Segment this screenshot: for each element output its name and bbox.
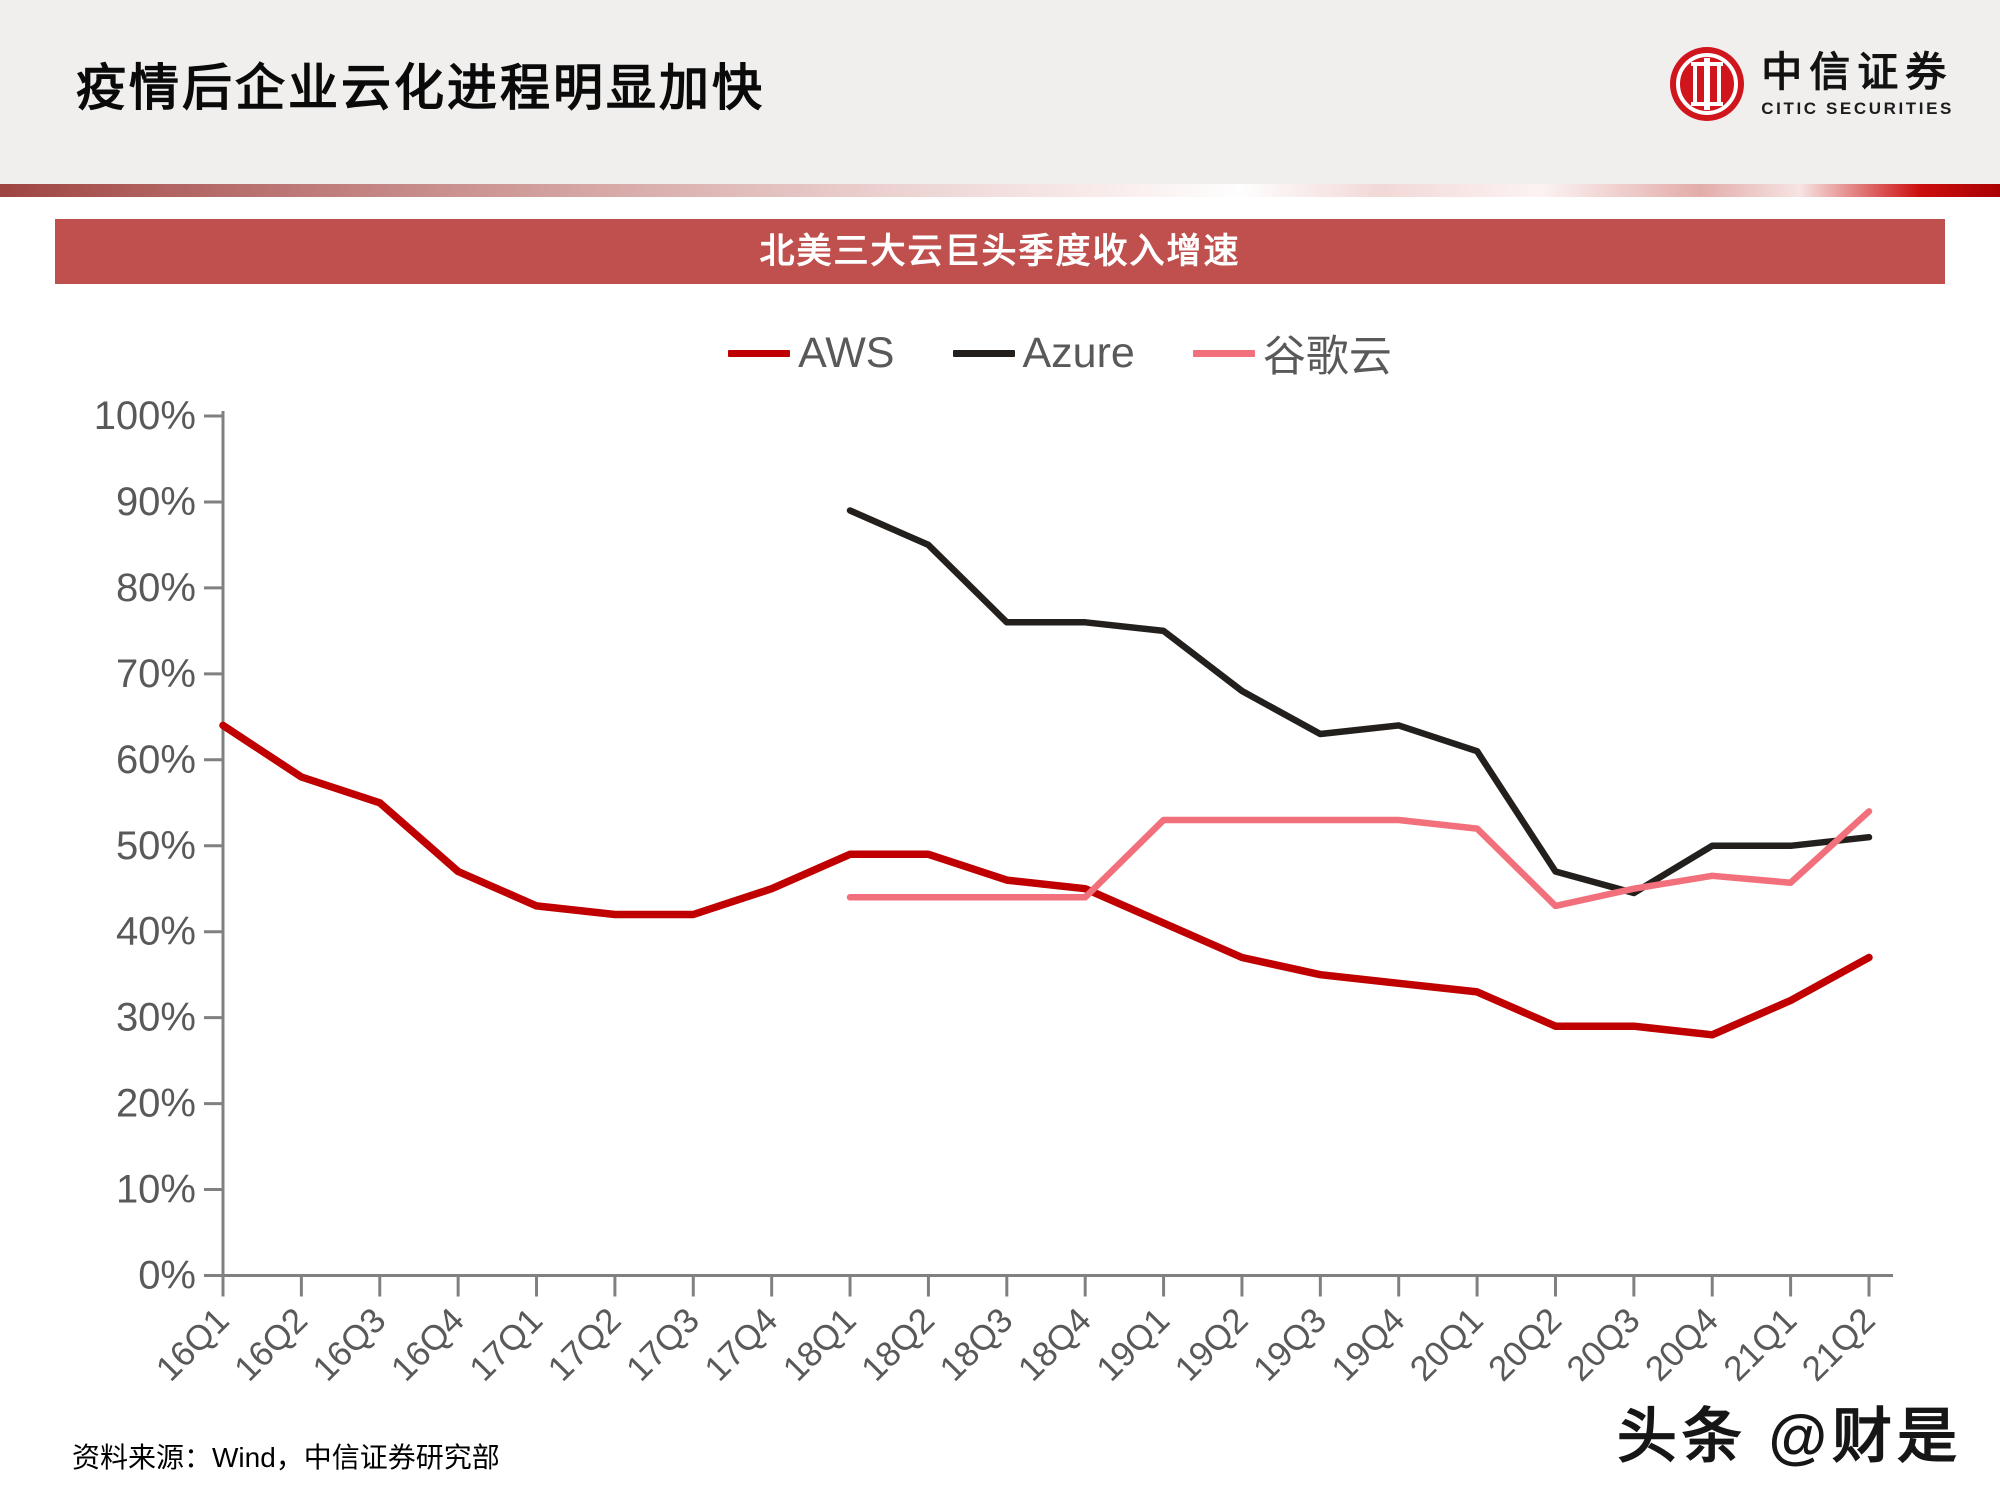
x-axis-label: 19Q2 <box>1167 1301 1255 1389</box>
y-axis-label: 80% <box>116 566 196 610</box>
x-axis-label: 17Q3 <box>619 1301 707 1389</box>
series-line-Azure <box>846 507 1873 897</box>
x-axis-label: 21Q1 <box>1716 1301 1804 1389</box>
x-axis-label: 17Q4 <box>697 1301 785 1389</box>
y-axis-label: 90% <box>116 480 196 524</box>
x-axis-label: 16Q2 <box>227 1301 315 1389</box>
x-axis-label: 18Q4 <box>1011 1301 1099 1389</box>
y-axis-label: 0% <box>138 1254 196 1298</box>
legend-line-swatch <box>1192 349 1255 357</box>
citic-emblem-icon <box>1670 47 1745 121</box>
x-axis-label: 21Q2 <box>1795 1301 1883 1389</box>
x-axis-label: 17Q2 <box>540 1301 628 1389</box>
y-axis-label: 20% <box>116 1082 196 1126</box>
x-axis-label: 18Q2 <box>854 1301 942 1389</box>
legend-item: Azure <box>952 328 1135 378</box>
page-title: 疫情后企业云化进程明显加快 <box>76 60 765 116</box>
legend-label: Azure <box>1022 328 1135 377</box>
logo-name-en: CITIC SECURITIES <box>1761 98 1954 118</box>
legend-item: AWS <box>728 328 895 378</box>
logo-name-cn: 中信证券 <box>1761 48 1954 95</box>
logo-text: 中信证券 CITIC SECURITIES <box>1761 48 1954 118</box>
x-axis-label: 17Q1 <box>462 1301 550 1389</box>
x-axis-label: 16Q4 <box>384 1301 472 1389</box>
legend-line-swatch <box>952 349 1015 357</box>
header: 疫情后企业云化进程明显加快 中信证券 CITIC SECURITIES <box>0 0 2000 184</box>
source-note: 资料来源：Wind，中信证券研究部 <box>72 1442 500 1473</box>
y-axis-label: 40% <box>116 910 196 954</box>
y-axis-label: 10% <box>116 1168 196 1212</box>
x-axis-label: 18Q1 <box>776 1301 864 1389</box>
legend-item: 谷歌云 <box>1192 322 1392 384</box>
x-axis-label: 20Q4 <box>1638 1301 1726 1389</box>
y-axis-label: 30% <box>116 996 196 1040</box>
legend-label: 谷歌云 <box>1262 333 1392 381</box>
legend-label: AWS <box>798 328 895 377</box>
x-axis-label: 19Q3 <box>1246 1301 1334 1389</box>
y-axis-label: 60% <box>116 738 196 782</box>
x-axis-label: 16Q1 <box>149 1301 237 1389</box>
y-axis-label: 100% <box>94 394 196 438</box>
x-axis-label: 20Q3 <box>1559 1301 1647 1389</box>
x-axis-label: 19Q4 <box>1324 1301 1412 1389</box>
chart-legend: AWS Azure 谷歌云 <box>230 322 1890 384</box>
y-axis-label: 50% <box>116 824 196 868</box>
y-axis-label: 70% <box>116 652 196 696</box>
legend-line-swatch <box>728 349 791 357</box>
x-axis-label: 16Q3 <box>305 1301 393 1389</box>
citic-logo: 中信证券 CITIC SECURITIES <box>1667 44 1954 124</box>
chart-banner-title: 北美三大云巨头季度收入增速 <box>55 219 1945 284</box>
x-axis-label: 20Q1 <box>1403 1301 1491 1389</box>
red-gradient-divider <box>0 184 2000 197</box>
x-axis-label: 18Q3 <box>932 1301 1020 1389</box>
watermark: 头条 @财是 <box>1616 1403 1962 1470</box>
x-axis-label: 19Q1 <box>1089 1301 1177 1389</box>
series-line-谷歌云 <box>846 808 1873 910</box>
series-line-AWS <box>219 721 1873 1039</box>
x-axis-label: 20Q2 <box>1481 1301 1569 1389</box>
